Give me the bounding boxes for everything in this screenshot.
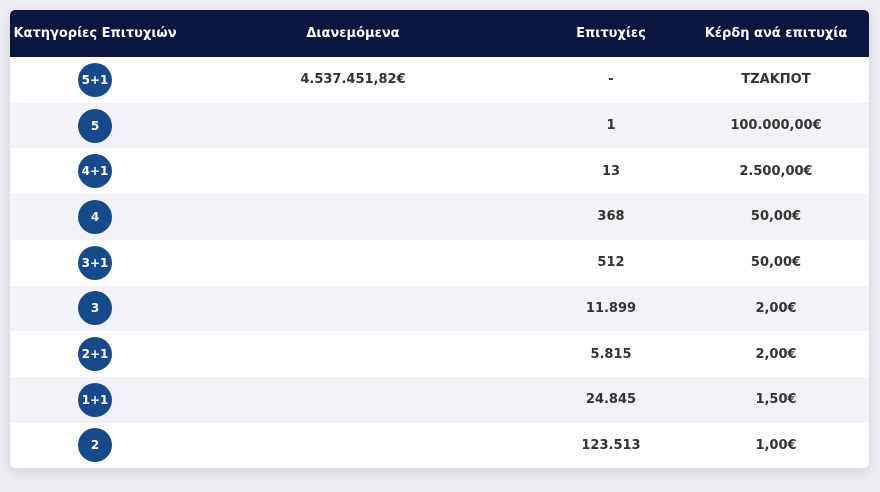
table-cell: 4.537.451,82€ [300,72,406,88]
table-row: 4+1 13 2.500,00€ [10,148,869,194]
category-badge: 5+1 [78,62,112,97]
table-cell: 13 [601,163,621,179]
table-cell: 2,00€ [755,300,797,316]
table-cell: 50,00€ [750,209,802,225]
table-cell: 368 [597,209,625,225]
category-badge: 5 [78,108,112,143]
table-cell: 1,00€ [755,437,797,453]
table-cell: 5 [10,103,180,149]
table-header: Κατηγορίες Επιτυχιών Διανεμόμενα Επιτυχίες… [10,10,869,57]
table-cell: 2 [10,423,180,468]
table-cell: 1,50€ [755,392,797,408]
table-row: 2+1 5.815 2,00€ [10,331,869,377]
table-cell: 1 [606,118,616,134]
table-cell: 11.899 [585,300,637,316]
table-row: 4 368 50,00€ [10,194,869,240]
table-cell: 4+1 [10,148,180,194]
table-cell: 24.845 [585,392,637,408]
category-badge: 3+1 [78,245,112,280]
table-cell: 5.815 [590,346,632,362]
table-cell: - [608,72,614,88]
table-cell: 512 [597,255,625,271]
table-row: 1+1 24.845 1,50€ [10,376,869,423]
table-cell: 50,00€ [750,255,802,271]
table-cell: 1+1 [10,377,180,423]
table-row: 2 123.513 1,00€ [10,423,869,468]
table-cell: ΤΖΑΚΠΟΤ [741,72,811,88]
table-cell: 4 [10,194,180,240]
table-row: 5+1 4.537.451,82€ - ΤΖΑΚΠΟΤ [10,57,869,103]
table-cell: 3+1 [10,240,180,286]
table-cell: 5+1 [10,57,180,103]
table-row: 3+1 512 50,00€ [10,240,869,286]
category-badge: 2+1 [78,337,112,372]
category-badge: 2 [78,428,112,463]
table-cell: 100.000,00€ [730,118,822,134]
table-cell: 2.500,00€ [739,163,813,179]
table-cell: 3 [10,286,180,332]
header-cell: Κέρδη ανά επιτυχία [704,26,848,41]
results-table: Κατηγορίες Επιτυχιών Διανεμόμενα Επιτυχίες… [10,10,869,468]
category-badge: 1+1 [78,382,112,417]
table-cell: 2,00€ [755,346,797,362]
header-cell: Επιτυχίες [576,26,646,41]
category-badge: 3 [78,291,112,326]
header-cell: Διανεμόμενα [306,26,400,41]
table-row: 3 11.899 2,00€ [10,285,869,332]
header-cell: Κατηγορίες Επιτυχιών [13,26,177,41]
table-cell: 2+1 [10,331,180,377]
table-cell: 123.513 [581,437,641,453]
table-row: 5 1 100.000,00€ [10,102,869,149]
category-badge: 4 [78,199,112,234]
category-badge: 4+1 [78,154,112,189]
